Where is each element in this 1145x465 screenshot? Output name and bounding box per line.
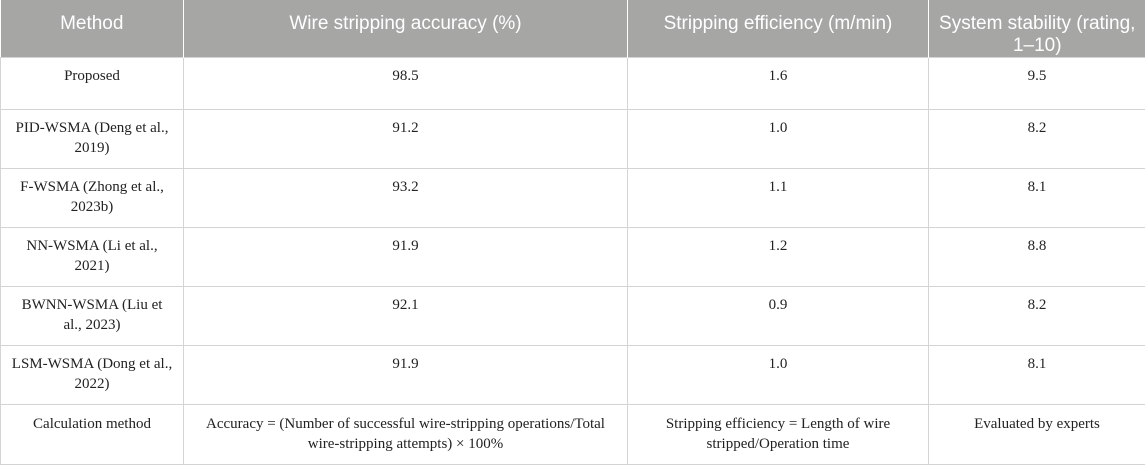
accuracy-cell: 93.2 [183,168,628,228]
efficiency-cell: 1.1 [627,168,929,228]
accuracy-cell: 98.5 [183,57,628,110]
header-stability: System stability (rating, 1–10) [928,0,1145,58]
header-efficiency: Stripping efficiency (m/min) [627,0,929,58]
stability-method-cell: Evaluated by experts [928,404,1145,465]
method-cell: LSM-WSMA (Dong et al., 2022) [0,345,184,405]
stability-cell: 8.1 [928,168,1145,228]
header-method: Method [0,0,184,58]
efficiency-cell: 1.2 [627,227,929,287]
stability-cell: 9.5 [928,57,1145,110]
header-accuracy: Wire stripping accuracy (%) [183,0,628,58]
efficiency-cell: 1.0 [627,345,929,405]
table-body: Proposed 98.5 1.6 9.5 PID-WSMA (Deng et … [0,57,1145,465]
table-row: NN-WSMA (Li et al., 2021) 91.9 1.2 8.8 [0,227,1145,287]
efficiency-cell: 0.9 [627,286,929,346]
method-cell: F-WSMA (Zhong et al., 2023b) [0,168,184,228]
accuracy-cell: 91.9 [183,227,628,287]
stability-cell: 8.1 [928,345,1145,405]
stability-cell: 8.2 [928,286,1145,346]
header-row: Method Wire stripping accuracy (%) Strip… [0,0,1145,58]
table-row: PID-WSMA (Deng et al., 2019) 91.2 1.0 8.… [0,109,1145,169]
accuracy-cell: 92.1 [183,286,628,346]
method-cell: PID-WSMA (Deng et al., 2019) [0,109,184,169]
method-cell: BWNN-WSMA (Liu et al., 2023) [0,286,184,346]
stability-cell: 8.8 [928,227,1145,287]
method-cell: NN-WSMA (Li et al., 2021) [0,227,184,287]
calculation-method-row: Calculation method Accuracy = (Number of… [0,404,1145,465]
method-cell: Calculation method [0,404,184,465]
method-cell: Proposed [0,57,184,110]
table-row: LSM-WSMA (Dong et al., 2022) 91.9 1.0 8.… [0,345,1145,405]
efficiency-cell: 1.0 [627,109,929,169]
accuracy-formula-cell: Accuracy = (Number of successful wire-st… [183,404,628,465]
accuracy-cell: 91.9 [183,345,628,405]
table-header: Method Wire stripping accuracy (%) Strip… [0,0,1145,58]
efficiency-cell: 1.6 [627,57,929,110]
stability-cell: 8.2 [928,109,1145,169]
efficiency-formula-cell: Stripping efficiency = Length of wire st… [627,404,929,465]
accuracy-cell: 91.2 [183,109,628,169]
table-row: F-WSMA (Zhong et al., 2023b) 93.2 1.1 8.… [0,168,1145,228]
table-row: BWNN-WSMA (Liu et al., 2023) 92.1 0.9 8.… [0,286,1145,346]
table-row: Proposed 98.5 1.6 9.5 [0,57,1145,110]
